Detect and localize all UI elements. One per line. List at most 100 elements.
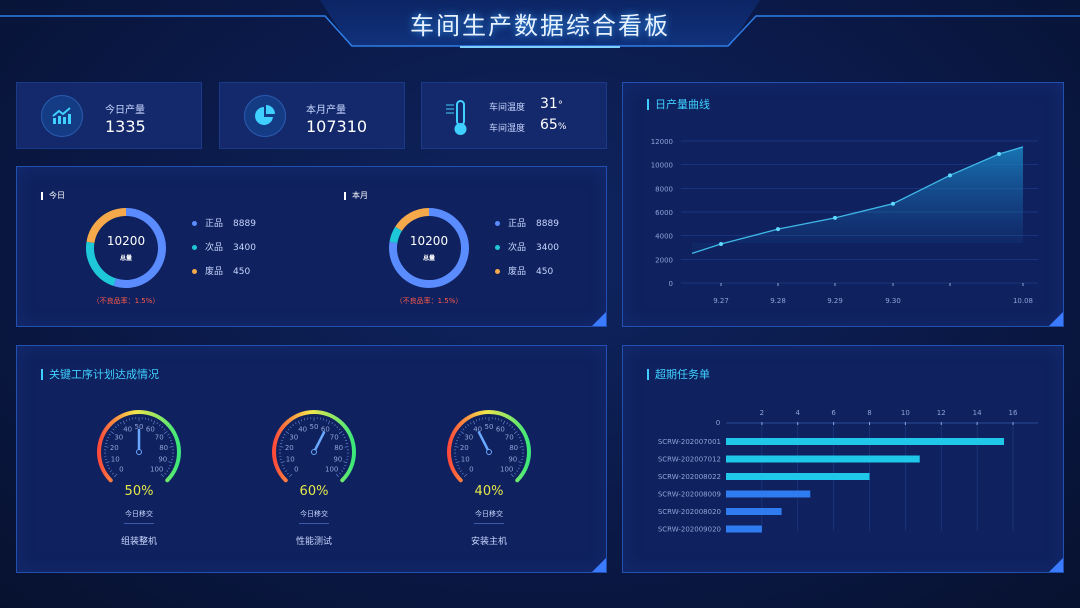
overdue-tasks-panel: 超期任务单 0 2 4 6 8 10 12 14 16 SCRW-202007001 SCRW-20…	[622, 345, 1064, 573]
x-tick-label: 6	[831, 409, 836, 417]
gauge-tick	[338, 428, 341, 431]
x-tick-label: 4	[796, 409, 801, 417]
donut-segment	[86, 241, 117, 287]
gauge-tick	[344, 439, 348, 442]
gauge-tick	[519, 464, 522, 467]
gauge-scale-label: 90	[333, 456, 342, 464]
gauge-tick	[117, 424, 120, 427]
gauge-tick	[338, 431, 343, 435]
gauge-tick	[344, 464, 347, 467]
gauge-process-name: 性能测试	[295, 537, 332, 547]
legend-dot	[495, 269, 500, 274]
gauge-tick	[455, 439, 459, 442]
divider	[124, 523, 154, 524]
gauge-tick	[456, 464, 459, 467]
gauge-tick	[344, 446, 349, 448]
quality-section-title: 今日	[41, 192, 65, 200]
gauge-value: 50%	[124, 484, 154, 499]
gauge-tick	[518, 436, 521, 439]
gauge-tick	[285, 431, 290, 435]
legend-dot	[192, 245, 197, 250]
gauge-tick	[156, 422, 159, 425]
legend-item: 次品 3400	[495, 240, 559, 253]
y-tick-label: 12000	[651, 138, 673, 146]
gauge-tick	[475, 419, 478, 422]
gauge-value: 40%	[474, 484, 504, 499]
bar	[726, 508, 782, 515]
legend-dot	[495, 245, 500, 250]
gauge-tick	[287, 428, 290, 431]
legend-item: 废品 450	[495, 264, 553, 277]
gauge-tick	[280, 439, 284, 442]
quality-panel: 今日 10200 总量 （不良品率：1.5%） 正品 8889 次品 3400 废品 45…	[16, 166, 607, 327]
gauge-tick	[161, 426, 164, 429]
gauge-tick	[327, 420, 331, 425]
gauge-tick	[331, 422, 334, 425]
humidity-label: 车间湿度	[489, 124, 526, 134]
gauge-tick	[464, 473, 468, 477]
daily-output-panel: 日产量曲线 0 2000 4000 6000 8000 10000 12000 9.27 9.2…	[622, 82, 1064, 327]
gauge-scale-label: 0	[469, 466, 473, 474]
page-title: 车间生产数据综合看板	[410, 12, 670, 40]
gauge-tick	[454, 446, 459, 448]
donut-segment	[395, 208, 430, 232]
gauge-tick	[289, 426, 292, 429]
gauge-tick	[303, 418, 306, 421]
gauge-tick	[461, 472, 464, 475]
gauge-process-name: 安装主机	[470, 537, 507, 547]
gauge-tick	[283, 467, 286, 470]
gauge-tick	[109, 470, 112, 472]
x-tick-label: 14	[973, 409, 982, 417]
gauge-tick	[511, 426, 514, 429]
gauge-tick	[167, 433, 170, 436]
legend-item: 次品 3400	[192, 240, 256, 253]
gauge-tick	[464, 426, 467, 429]
gauge-tick	[110, 431, 115, 435]
panel-title: 关键工序计划达成情况	[41, 369, 159, 380]
gauge-tick	[152, 420, 156, 425]
gauge-tick	[106, 464, 109, 467]
bar	[726, 455, 920, 463]
gauge-tick	[460, 431, 465, 435]
gauge-tick	[506, 422, 509, 425]
gauge-scale-label: 40	[473, 426, 482, 434]
gauge-tick	[516, 470, 519, 472]
gauge-tick	[458, 467, 461, 470]
gauge-tick	[122, 420, 126, 425]
bar	[726, 525, 762, 533]
bar	[726, 438, 1005, 445]
panel-corner	[592, 558, 606, 572]
gauge-arc	[447, 410, 531, 483]
x-tick-label: 9.29	[827, 297, 843, 305]
data-point	[719, 241, 723, 246]
gauge-tick	[107, 436, 110, 439]
gauge-tick	[168, 436, 171, 439]
gauge-tick	[457, 436, 460, 439]
gauge-tick	[286, 472, 289, 475]
gauge-tick	[478, 418, 481, 421]
gauge-tick	[163, 428, 166, 431]
gauge-tick	[500, 419, 503, 422]
gauge-tick	[342, 433, 345, 436]
gauge-tick	[166, 470, 169, 472]
gauge-tick	[164, 472, 167, 475]
gauge-scale-label: 40	[123, 426, 132, 434]
y-tick-label: 8000	[655, 185, 673, 193]
humidity-value: 65%	[540, 117, 567, 133]
gauge-scale-label: 10	[111, 456, 120, 464]
process-plan-panel: 关键工序计划达成情况 0 10 20 30 40 50 60 70 80 90 100 50% 今日…	[16, 345, 607, 573]
gauge-tick	[462, 428, 465, 431]
gauge-tick	[339, 472, 342, 475]
gauge-scale-label: 80	[509, 444, 518, 452]
chart-up-icon	[41, 95, 83, 137]
gauge-hub	[311, 449, 317, 455]
gauge-tick	[283, 433, 286, 436]
stat-card-month: 本月产量 107310	[219, 82, 405, 149]
gauge-tick	[514, 472, 517, 475]
gauge-tick	[163, 431, 168, 435]
data-point	[776, 227, 780, 232]
stat-label: 今日产量	[105, 105, 145, 116]
category-label: SCRW-202007012	[658, 456, 721, 464]
gauge-tick	[333, 424, 336, 427]
